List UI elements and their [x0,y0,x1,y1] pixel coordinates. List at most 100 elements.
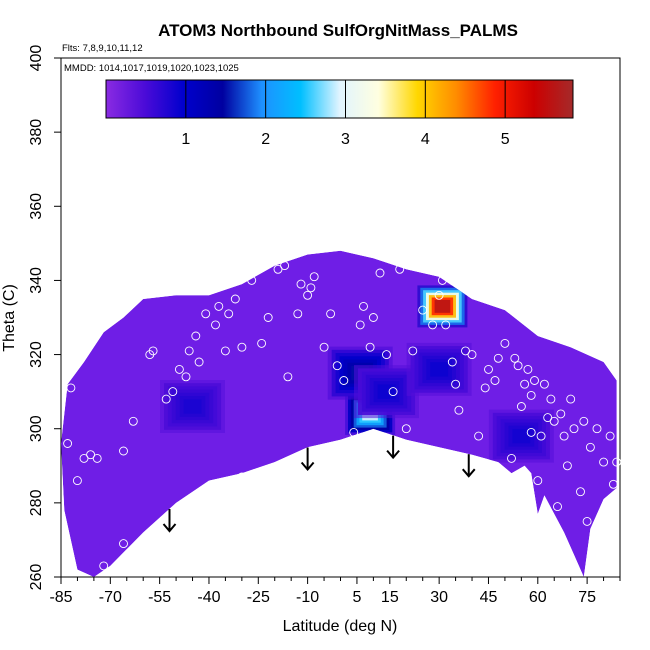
observation-point [303,290,313,300]
observation-point [128,416,138,426]
x-tick-label: -10 [296,589,319,606]
observation-point [447,357,457,367]
x-tick-label: -40 [197,589,220,606]
observation-point [461,346,470,356]
observation-point [382,350,391,360]
observation-point [119,539,128,549]
y-tick-label: 400 [28,45,45,72]
arrow-head [386,449,400,460]
observation-point [395,264,405,274]
x-tick-label: 15 [381,589,399,606]
y-tick-label: 320 [28,341,45,368]
hotspot-cell [183,399,202,414]
observation-point [257,338,267,348]
observation-point [63,439,73,448]
observation-point [66,383,76,393]
observation-point [576,487,585,497]
observation-point [86,450,96,460]
hotspot-cell [430,362,449,377]
observation-point [349,427,359,437]
observation-point [280,261,290,271]
observation-point [605,431,615,441]
observation-point [599,457,609,467]
observation-point [526,427,536,437]
observation-point [309,272,319,282]
observation-point [388,387,398,397]
observation-point [579,416,589,426]
x-tick-label: 60 [529,589,547,606]
arrow-head [461,468,476,478]
observation-point [339,376,349,385]
x-tick-label: 5 [352,589,361,606]
y-tick-label: 380 [28,119,45,146]
observation-point [539,379,549,389]
observation-point [214,301,224,311]
observation-point [368,313,378,322]
colorbar-bar [105,79,574,119]
observation-point [293,309,303,319]
observation-point [119,446,128,456]
x-tick-label: 75 [578,589,596,606]
data-surface [61,250,617,578]
observation-point [441,320,451,330]
observation-point [191,331,201,341]
observation-point [355,320,365,330]
observation-point [401,424,411,434]
hotspot-cell [377,384,396,399]
observation-point [359,301,368,311]
observation-point [523,364,533,374]
y-tick-label: 280 [28,489,45,516]
observation-point [500,338,510,348]
observation-point [608,479,618,489]
observation-point [306,283,316,293]
observation-point [375,268,385,278]
observation-point [530,376,539,385]
observation-point [211,320,220,330]
direction-arrows [162,435,476,533]
observation-point [237,342,247,352]
colorbar-ticks: 1 2 3 4 5 [181,80,510,148]
observation-point [562,461,572,471]
observation-point [319,342,329,352]
hotspot-layer [160,285,554,463]
observation-point [559,431,569,441]
observation-point [493,353,503,363]
x-tick-label: -55 [148,589,171,606]
observation-point [556,409,566,419]
observation-point [174,364,184,374]
observation-point [72,476,82,486]
y-tick-label: 300 [28,415,45,442]
surface-base [61,250,617,578]
observation-point [92,453,102,463]
flights-note: Flts: 7,8,9,10,11,12 [62,43,143,54]
observation-point [296,279,306,289]
observation-point [418,305,428,315]
observation-point [79,453,89,463]
colorbar-tick-label: 4 [421,131,430,148]
observation-point [247,275,257,285]
observation-point [484,364,493,374]
observation-point [569,424,579,434]
hotspot-cell [512,428,531,444]
observation-point [566,394,576,404]
observation-point [553,502,562,512]
observation-point [507,453,516,463]
observation-point [467,350,477,360]
observation-point [612,457,622,467]
y-tick-label: 260 [28,564,45,591]
observation-point [201,309,211,319]
observation-point [326,309,336,319]
y-axis: 260 280 300 320 340 360 380 400 [28,45,61,591]
observation-point [224,309,234,319]
observation-point [230,294,240,304]
colorbar-tick-label: 5 [501,131,510,148]
observation-point [526,390,536,400]
x-axis-title: Latitude (deg N) [283,618,398,635]
observation-point [365,342,375,352]
observation-point [434,290,444,300]
observation-point [194,357,204,367]
observation-point [437,275,447,285]
colorbar-tick-label: 1 [181,131,190,148]
observation-point [480,383,490,393]
